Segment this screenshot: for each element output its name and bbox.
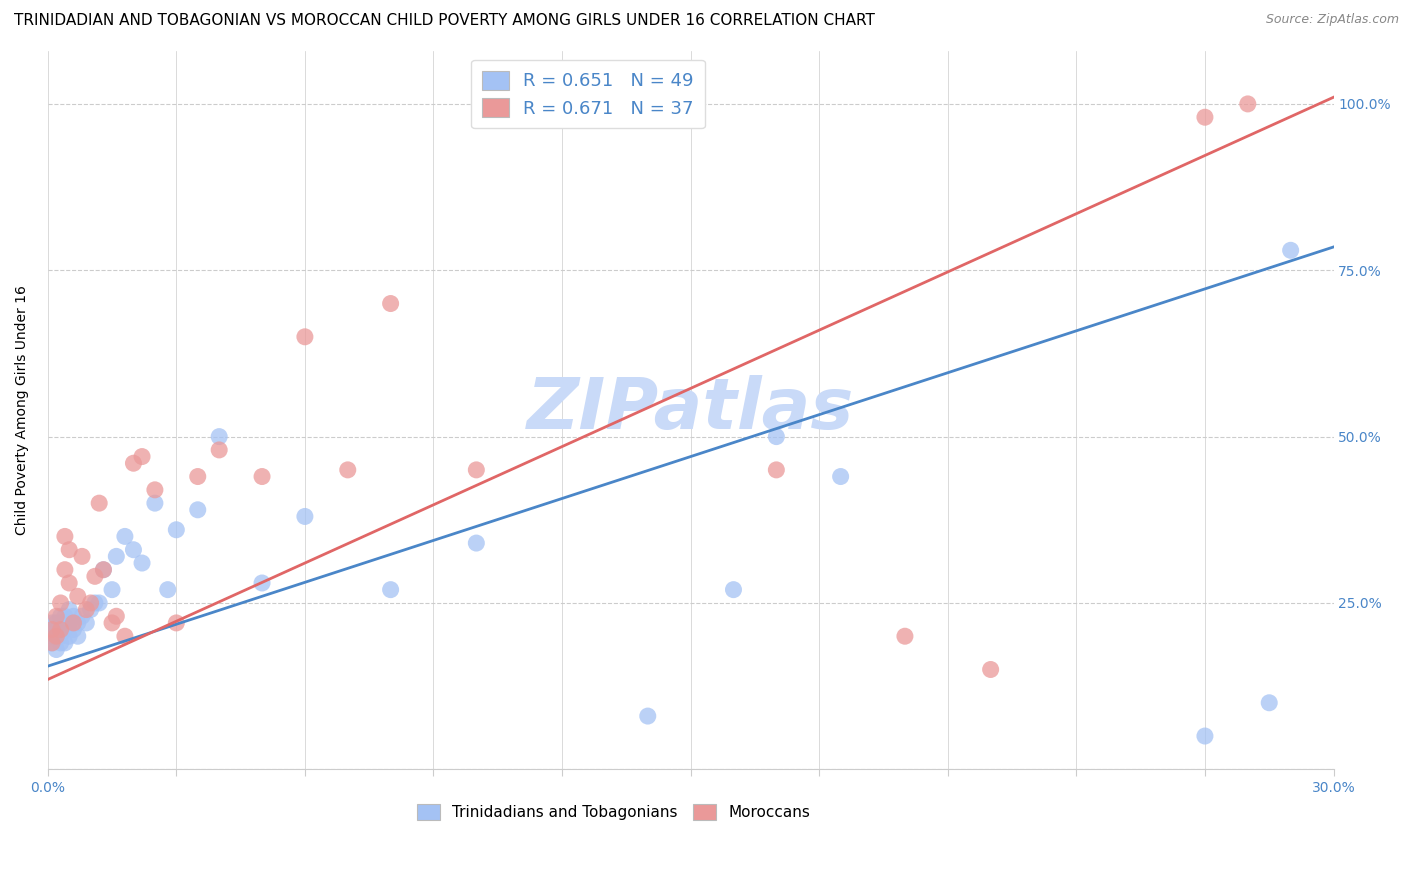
Point [66,589,89,603]
Point [75,615,97,630]
Point [49,615,72,630]
Point [58,615,80,630]
Point [45,623,67,637]
Point [45,609,67,624]
Point [131,556,153,570]
Point [89,596,111,610]
Point [62,615,84,630]
Point [58,602,80,616]
Point [894,629,917,643]
Point [723,582,745,597]
Point [41,636,63,650]
Point [105,609,128,624]
Point [1194,110,1216,124]
Point [75,602,97,616]
Point [83,596,105,610]
Point [49,636,72,650]
Point [1194,729,1216,743]
Point [41,623,63,637]
Point [336,463,359,477]
Text: TRINIDADIAN AND TOBAGONIAN VS MOROCCAN CHILD POVERTY AMONG GIRLS UNDER 16 CORREL: TRINIDADIAN AND TOBAGONIAN VS MOROCCAN C… [14,13,875,29]
Point [45,615,67,630]
Point [465,536,488,550]
Point [53,623,76,637]
Point [765,463,787,477]
Point [156,582,179,597]
Point [53,529,76,543]
Point [45,629,67,643]
Point [41,615,63,630]
Point [143,483,166,497]
Point [131,450,153,464]
Point [250,576,273,591]
Point [637,709,659,723]
Text: ZIPatlas: ZIPatlas [527,376,855,444]
Point [58,576,80,591]
Point [165,523,187,537]
Point [250,469,273,483]
Point [765,429,787,443]
Point [980,663,1002,677]
Point [49,623,72,637]
Point [93,563,115,577]
Point [53,609,76,624]
Point [380,582,402,597]
Point [58,542,80,557]
Point [58,629,80,643]
Point [101,582,124,597]
Point [187,469,209,483]
Point [380,296,402,310]
Point [62,609,84,624]
Point [41,629,63,643]
Point [70,549,93,564]
Point [1236,96,1258,111]
Point [294,509,316,524]
Point [79,596,101,610]
Point [165,615,187,630]
Point [53,563,76,577]
Point [208,442,231,457]
Point [66,629,89,643]
Point [45,642,67,657]
Point [114,629,136,643]
Point [53,636,76,650]
Point [41,636,63,650]
Point [143,496,166,510]
Point [89,496,111,510]
Point [1258,696,1281,710]
Point [79,602,101,616]
Point [122,456,145,470]
Point [49,629,72,643]
Point [93,563,115,577]
Point [49,596,72,610]
Point [66,615,89,630]
Point [830,469,852,483]
Point [70,609,93,624]
Y-axis label: Child Poverty Among Girls Under 16: Child Poverty Among Girls Under 16 [15,285,30,535]
Point [1279,244,1302,258]
Point [122,542,145,557]
Point [105,549,128,564]
Point [208,429,231,443]
Point [49,609,72,624]
Point [187,503,209,517]
Point [465,463,488,477]
Point [101,615,124,630]
Legend: Trinidadians and Tobagonians, Moroccans: Trinidadians and Tobagonians, Moroccans [411,797,815,826]
Point [62,623,84,637]
Point [45,629,67,643]
Point [41,623,63,637]
Text: Source: ZipAtlas.com: Source: ZipAtlas.com [1265,13,1399,27]
Point [294,330,316,344]
Point [114,529,136,543]
Point [83,569,105,583]
